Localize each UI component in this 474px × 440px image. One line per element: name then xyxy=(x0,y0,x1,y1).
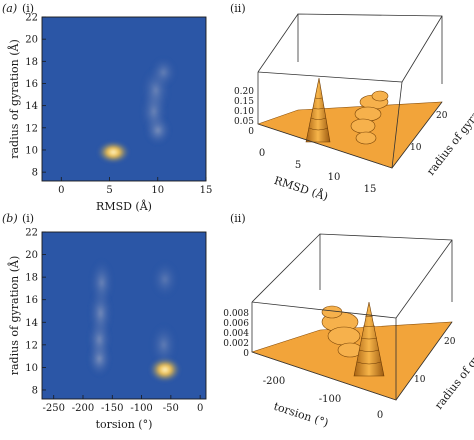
x-tick-label: -250 xyxy=(42,403,64,414)
heatmap-b-i: -250 -200 -150 -100 -50 0 8 10 12 14 16 18 20 22 torsi… xyxy=(7,228,207,431)
x-tick-label: -200 xyxy=(72,403,94,414)
y-tick-label: 20 xyxy=(25,35,38,46)
x-tick-label: -100 xyxy=(130,403,152,414)
y-tick: 20 xyxy=(436,111,448,121)
density-peak xyxy=(149,323,178,367)
y-tick-label: 8 xyxy=(32,385,38,396)
x-tick: 5 xyxy=(295,160,301,171)
plot-frame xyxy=(41,231,207,400)
z-tick: 0.004 xyxy=(223,329,249,339)
box-edge xyxy=(391,101,443,169)
box-edge xyxy=(251,301,397,319)
y-tick-label: 14 xyxy=(25,318,38,329)
y-tick-label: 16 xyxy=(25,295,38,306)
box-edge xyxy=(401,15,443,83)
x-tick: 15 xyxy=(364,184,377,195)
y-tick: 10 xyxy=(410,143,422,153)
heatmap-a-i: 0 5 10 15 8 10 12 14 16 18 20 22 RMSD (Å) radius of g… xyxy=(7,13,212,214)
box-edge xyxy=(257,71,403,83)
y-tick-label: 10 xyxy=(25,145,38,156)
surface-ridge xyxy=(350,90,389,145)
surface-peak xyxy=(305,77,331,143)
z-tick: 0 xyxy=(248,127,254,137)
z-tick: 0.15 xyxy=(234,97,254,107)
x-axis-label: torsion (°) xyxy=(96,418,153,431)
box-edge xyxy=(395,321,453,401)
x-tick: -100 xyxy=(319,394,341,405)
density-peak xyxy=(96,140,131,165)
heatmap-background xyxy=(42,232,206,399)
x-axis-label-a-ii: RMSD (Å) xyxy=(272,173,330,204)
z-tick: 0.002 xyxy=(223,339,249,349)
z-tick: 0.20 xyxy=(234,87,254,97)
z-tick: 0.008 xyxy=(223,309,249,319)
x-tick-label: -150 xyxy=(101,403,123,414)
z-tick: 0.006 xyxy=(223,319,249,329)
y-tick-label: 18 xyxy=(25,57,38,68)
box-edge xyxy=(257,13,299,73)
y-tick-label: 12 xyxy=(25,340,38,351)
x-tick-label: 0 xyxy=(58,185,64,196)
panel-label-a-ii: (ii) xyxy=(230,2,246,15)
y-tick: 10 xyxy=(414,375,426,385)
y-tick-label: 10 xyxy=(25,363,38,374)
y-tick-label: 8 xyxy=(32,168,38,179)
x-tick-label: -50 xyxy=(163,403,179,414)
surface-plot-b-ii: 0.008 0.006 0.004 0.002 0 -200 -100 0 to… xyxy=(223,233,474,430)
density-peak xyxy=(150,260,180,299)
y-tick-label: 16 xyxy=(25,79,38,90)
y-tick-label: 12 xyxy=(25,123,38,134)
surface-plot-a-ii: 0.20 0.15 0.10 0.05 0 0 5 10 15 RMSD (Å)… xyxy=(234,13,474,204)
y-tick: 20 xyxy=(444,337,456,347)
z-tick: 0 xyxy=(243,349,249,359)
x-tick-label: 0 xyxy=(197,403,203,414)
y-axis-label: radius of gyration (Å) xyxy=(7,256,21,376)
panel-label-a-i: (i) xyxy=(22,2,34,15)
x-axis-label: RMSD (Å) xyxy=(96,199,152,213)
box-edge xyxy=(395,239,453,319)
heatmap-density xyxy=(96,56,178,165)
y-tick-label: 22 xyxy=(25,228,38,239)
x-tick: 10 xyxy=(328,172,341,183)
surface-floor xyxy=(257,101,443,169)
panel-label-a: (a) xyxy=(2,2,17,15)
surface-peak xyxy=(353,301,385,377)
x-tick-label: 15 xyxy=(200,185,213,196)
y-tick-label: 18 xyxy=(25,273,38,284)
x-tick-label: 5 xyxy=(106,185,112,196)
box-back-edge xyxy=(319,233,453,302)
x-tick: -200 xyxy=(263,376,285,387)
y-tick-label: 20 xyxy=(25,250,38,261)
y-tick-label: 22 xyxy=(25,13,38,24)
panel-label-b-ii: (ii) xyxy=(230,212,246,225)
panel-label-b-i: (i) xyxy=(22,212,34,225)
density-peak xyxy=(89,258,115,308)
heatmap-density xyxy=(86,258,182,384)
panel-label-b: (b) xyxy=(2,212,18,225)
x-tick-label: 10 xyxy=(151,185,164,196)
z-tick: 0.05 xyxy=(234,117,254,127)
x-tick: 0 xyxy=(377,410,383,421)
plot-frame xyxy=(41,16,207,182)
box-back-edge xyxy=(297,13,443,84)
y-axis-label: radius of gyration (Å) xyxy=(7,39,21,159)
z-tick: 0.10 xyxy=(234,107,254,117)
y-tick-label: 14 xyxy=(25,101,38,112)
x-tick: 0 xyxy=(259,148,265,159)
box-edge xyxy=(251,233,321,303)
density-peak xyxy=(149,56,178,89)
